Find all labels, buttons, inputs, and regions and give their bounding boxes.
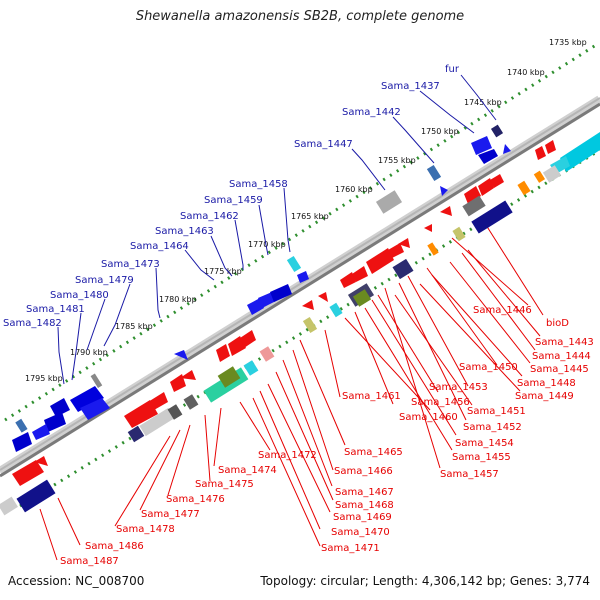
gene-label-biod: bioD xyxy=(546,318,569,329)
accession-text: Accession: NC_008700 xyxy=(8,574,145,588)
gene-label-sama-1486: Sama_1486 xyxy=(85,541,144,552)
scale-label: 1780 kbp xyxy=(159,295,197,304)
gene-label-sama-1455: Sama_1455 xyxy=(452,452,511,463)
gene-label-sama-1443: Sama_1443 xyxy=(535,337,594,348)
gene-label-sama-1445: Sama_1445 xyxy=(530,364,589,375)
gene-label-sama-1454: Sama_1454 xyxy=(455,438,514,449)
gene-label-sama-1447: Sama_1447 xyxy=(294,139,353,150)
gene-label-sama-1456: Sama_1456 xyxy=(411,397,470,408)
genome-summary-text: Topology: circular; Length: 4,306,142 bp… xyxy=(260,574,590,588)
scale-label: 1785 kbp xyxy=(115,322,153,331)
gene-label-sama-1473: Sama_1473 xyxy=(101,259,160,270)
gene-label-sama-1442: Sama_1442 xyxy=(342,107,401,118)
scale-label: 1750 kbp xyxy=(421,127,459,136)
gene-label-sama-1469: Sama_1469 xyxy=(333,512,392,523)
map-title: Shewanella amazonensis SB2B, complete ge… xyxy=(135,9,465,24)
forward-gene-labels: fur Sama_1437 Sama_1442 Sama_1447 Sama_1… xyxy=(3,64,460,329)
gene-label-sama-1461: Sama_1461 xyxy=(342,391,401,402)
gene-label-sama-1449: Sama_1449 xyxy=(515,391,574,402)
gene-label-sama-1466: Sama_1466 xyxy=(334,466,393,477)
scale-label: 1765 kbp xyxy=(291,212,329,221)
backbone xyxy=(0,95,600,478)
scale-label: 1770 kbp xyxy=(248,240,286,249)
gene-label-sama-1462: Sama_1462 xyxy=(180,211,239,222)
scale-label: 1795 kbp xyxy=(25,374,63,383)
gene-label-sama-1487: Sama_1487 xyxy=(60,556,119,567)
gene-label-sama-1437: Sama_1437 xyxy=(381,81,440,92)
gene-label-sama-1453: Sama_1453 xyxy=(429,382,488,393)
gene-label-fur: fur xyxy=(445,64,460,75)
gene-label-sama-1464: Sama_1464 xyxy=(130,241,189,252)
scale-label: 1740 kbp xyxy=(507,68,545,77)
gene-label-sama-1459: Sama_1459 xyxy=(204,195,263,206)
gene-label-sama-1450: Sama_1450 xyxy=(459,362,518,373)
gene-label-sama-1470: Sama_1470 xyxy=(331,527,390,538)
gene-label-sama-1468: Sama_1468 xyxy=(335,500,394,511)
gene-label-sama-1451: Sama_1451 xyxy=(467,406,526,417)
gene-label-sama-1465: Sama_1465 xyxy=(344,447,403,458)
gene-label-sama-1477: Sama_1477 xyxy=(141,509,200,520)
gene-label-sama-1474: Sama_1474 xyxy=(218,465,277,476)
gene-label-sama-1458: Sama_1458 xyxy=(229,179,288,190)
gene-label-sama-1480: Sama_1480 xyxy=(50,290,109,301)
scale-label: 1760 kbp xyxy=(335,185,373,194)
reverse-leaders xyxy=(39,224,544,561)
gene-label-sama-1479: Sama_1479 xyxy=(75,275,134,286)
gene-label-sama-1444: Sama_1444 xyxy=(532,351,591,362)
gene-label-sama-1467: Sama_1467 xyxy=(335,487,394,498)
gene-label-sama-1446: Sama_1446 xyxy=(473,305,532,316)
gene-label-sama-1475: Sama_1475 xyxy=(195,479,254,490)
scale-label: 1790 kbp xyxy=(70,348,108,357)
gene-label-sama-1463: Sama_1463 xyxy=(155,226,214,237)
gene-label-sama-1481: Sama_1481 xyxy=(26,304,85,315)
forward-leaders xyxy=(57,74,497,385)
reverse-gene-labels: bioD Sama_1443 Sama_1444 Sama_1445 Sama_… xyxy=(60,305,594,567)
scale-label: 1735 kbp xyxy=(549,38,587,47)
dotted-tracks xyxy=(4,43,600,508)
gene-label-sama-1460: Sama_1460 xyxy=(399,412,458,423)
gene-label-sama-1472: Sama_1472 xyxy=(258,450,317,461)
gene-label-sama-1482: Sama_1482 xyxy=(3,318,62,329)
gene-label-sama-1476: Sama_1476 xyxy=(166,494,225,505)
scale-label: 1755 kbp xyxy=(378,156,416,165)
forward-gene-track xyxy=(12,124,511,452)
gene-label-sama-1448: Sama_1448 xyxy=(517,378,576,389)
scale-label: 1775 kbp xyxy=(204,267,242,276)
gene-label-sama-1457: Sama_1457 xyxy=(440,469,499,480)
gene-label-sama-1452: Sama_1452 xyxy=(463,422,522,433)
gene-label-sama-1478: Sama_1478 xyxy=(116,524,175,535)
reverse-gene-track xyxy=(0,132,600,516)
gene-label-sama-1471: Sama_1471 xyxy=(321,543,380,554)
